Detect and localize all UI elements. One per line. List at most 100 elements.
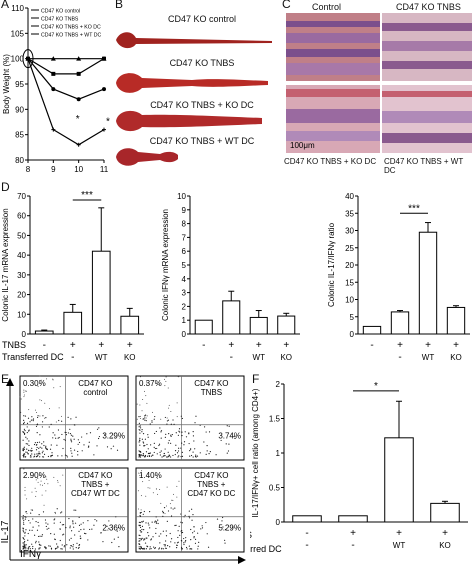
flow-event xyxy=(19,396,21,398)
flow-event xyxy=(54,513,56,515)
flow-event xyxy=(146,455,149,457)
flow-event xyxy=(143,390,145,392)
flow-event xyxy=(139,437,141,439)
flow-event xyxy=(159,489,161,491)
flow-event xyxy=(144,415,146,417)
flow-event xyxy=(165,433,167,436)
flow-event xyxy=(27,548,29,550)
dc-mark: WT xyxy=(95,353,108,362)
flow-event xyxy=(40,544,42,546)
flow-event xyxy=(36,453,38,455)
flow-event xyxy=(157,477,159,479)
flow-event xyxy=(225,443,227,445)
flow-event xyxy=(167,419,170,421)
flow-event xyxy=(192,431,194,433)
flow-event xyxy=(139,432,141,434)
flow-event xyxy=(192,451,194,453)
flow-event xyxy=(45,525,47,528)
flow-event xyxy=(80,523,82,525)
y-tick-label: 0 xyxy=(22,330,27,339)
tnbs-mark: + xyxy=(228,340,234,351)
flow-event xyxy=(102,541,104,543)
flow-event xyxy=(73,449,76,451)
data-point xyxy=(102,87,106,92)
flow-event xyxy=(42,450,44,452)
y-tick-label: 80 xyxy=(15,156,24,165)
flow-event xyxy=(178,428,181,430)
flow-event xyxy=(153,451,155,454)
flow-event xyxy=(23,421,25,423)
flow-plot-title: CD47 WT DC xyxy=(71,489,120,498)
flow-event xyxy=(44,547,46,549)
flow-event xyxy=(69,525,71,527)
flow-event xyxy=(72,548,74,550)
flow-event xyxy=(189,455,191,457)
flow-event xyxy=(222,516,224,519)
flow-event xyxy=(140,539,142,541)
flow-event xyxy=(28,429,30,431)
flow-event xyxy=(37,477,39,479)
flow-event xyxy=(172,454,174,457)
flow-event xyxy=(117,526,120,528)
flow-event xyxy=(75,509,77,511)
flow-event xyxy=(42,415,44,417)
flow-event xyxy=(144,444,146,447)
flow-event xyxy=(61,433,63,436)
y-tick-label: 60 xyxy=(17,212,26,221)
flow-event xyxy=(35,542,37,544)
histo-image-tnbs-wt-dc xyxy=(382,85,472,153)
flow-event xyxy=(56,508,58,510)
flow-event xyxy=(27,539,29,541)
flow-event xyxy=(50,455,52,458)
flow-event xyxy=(177,375,179,377)
flow-event xyxy=(59,386,61,388)
flow-event xyxy=(163,455,165,457)
flow-event xyxy=(110,448,112,450)
bar xyxy=(292,515,322,523)
flow-event xyxy=(183,543,185,546)
dc-mark: KO xyxy=(450,353,462,362)
flow-event xyxy=(168,455,171,457)
flow-event xyxy=(142,520,144,522)
flow-event xyxy=(158,535,160,537)
flow-event xyxy=(42,456,44,458)
flow-event xyxy=(142,441,144,443)
flow-event xyxy=(178,376,180,378)
flow-event xyxy=(138,426,140,428)
flow-event xyxy=(28,519,30,522)
flow-event xyxy=(208,431,211,433)
flow-event xyxy=(215,454,217,456)
flow-event xyxy=(61,511,63,513)
flow-event xyxy=(57,481,59,483)
flow-event xyxy=(57,546,59,548)
x-arrowhead xyxy=(238,556,246,564)
flow-event xyxy=(61,544,63,546)
flow-plot-title: CD47 KO xyxy=(78,471,112,480)
row-label-tnbs: TNBS xyxy=(250,530,252,540)
flow-event xyxy=(181,451,183,454)
flow-event xyxy=(48,527,50,529)
bar xyxy=(34,330,54,335)
flow-event xyxy=(227,450,230,452)
flow-event xyxy=(78,546,80,549)
flow-event xyxy=(169,546,171,548)
flow-event xyxy=(38,513,40,516)
flow-event xyxy=(26,426,28,428)
flow-event xyxy=(31,453,33,455)
flow-event xyxy=(117,536,119,538)
flow-event xyxy=(142,418,144,420)
flow-event xyxy=(38,541,40,543)
y-axis-label: IL-17 xyxy=(0,520,11,543)
flow-event xyxy=(32,419,34,421)
x-tick-label: 8 xyxy=(26,165,31,174)
dc-mark: WT xyxy=(393,541,406,550)
data-point xyxy=(102,56,106,61)
flow-event xyxy=(177,450,180,452)
flow-event xyxy=(59,528,61,530)
flow-event xyxy=(28,409,30,411)
bar xyxy=(390,311,410,335)
flow-event xyxy=(28,430,30,432)
flow-event xyxy=(23,453,25,456)
flow-event xyxy=(96,445,98,447)
flow-event xyxy=(23,538,25,540)
